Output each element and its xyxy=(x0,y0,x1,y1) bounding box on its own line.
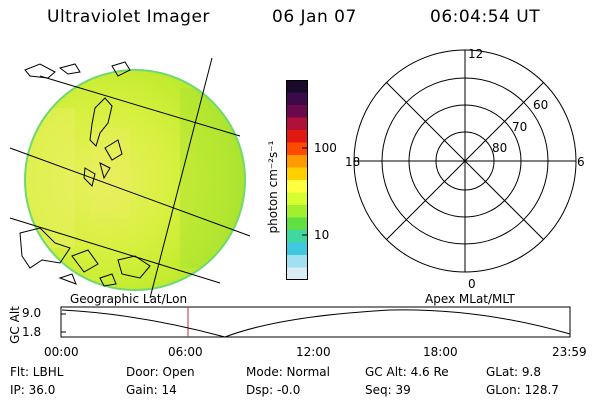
polar-diagonal-b xyxy=(386,82,544,240)
colorbar-tick-10: 10 xyxy=(314,228,330,242)
colorbar-band xyxy=(286,267,308,280)
altitude-curve xyxy=(61,309,571,338)
mlt-label-6: 6 xyxy=(577,155,585,169)
date-label: 06 Jan 07 xyxy=(272,7,357,27)
colorbar-unit-label: photon cm⁻²s⁻¹ xyxy=(266,140,280,234)
time-tick-2359: 23:59 xyxy=(552,345,587,359)
colorbar-band xyxy=(286,142,308,156)
time-label: 06:04:54 UT xyxy=(430,7,541,27)
lat-label-80: 80 xyxy=(492,141,508,155)
colorbar-tick-100: 100 xyxy=(314,141,337,155)
colorbar-band xyxy=(286,80,308,93)
colorbar-band xyxy=(286,217,308,231)
status-glon: GLon: 128.7 xyxy=(486,383,559,397)
colorbar-band xyxy=(286,205,308,218)
colorbar-band xyxy=(286,180,308,193)
altitude-plot[interactable] xyxy=(60,306,580,342)
coastline-overlay xyxy=(19,61,151,287)
latlon-grid xyxy=(9,57,251,299)
status-ip: IP: 36.0 xyxy=(10,383,56,397)
colorbar-band xyxy=(286,155,308,168)
colorbar-band xyxy=(286,242,308,256)
colorbar-band xyxy=(286,230,308,243)
lat-label-60: 60 xyxy=(533,98,549,112)
status-door: Door: Open xyxy=(126,365,195,379)
status-mode: Mode: Normal xyxy=(246,365,330,379)
mlt-label-12: 12 xyxy=(468,47,484,61)
mlt-label-18: 18 xyxy=(345,155,361,169)
colorbar-band xyxy=(286,117,308,131)
status-gc-alt: GC Alt: 4.6 Re xyxy=(365,365,449,379)
time-tick-1800: 18:00 xyxy=(423,345,458,359)
polar-plot[interactable] xyxy=(330,40,600,290)
uv-earth-image[interactable] xyxy=(0,28,260,303)
geo-panel-label: Geographic Lat/Lon xyxy=(70,292,188,306)
status-gain: Gain: 14 xyxy=(126,383,177,397)
limb-ring xyxy=(24,69,246,291)
lat-label-70: 70 xyxy=(512,120,528,134)
app-title: Ultraviolet Imager xyxy=(47,7,210,27)
colorbar-band xyxy=(286,167,308,181)
colorbar-band xyxy=(286,130,308,143)
earth-disk xyxy=(25,70,245,290)
status-dsp: Dsp: -0.0 xyxy=(246,383,301,397)
time-tick-1200: 12:00 xyxy=(296,345,331,359)
altitude-ytick-low: 1.8 xyxy=(22,325,42,339)
colorbar-band xyxy=(286,105,308,118)
status-glat: GLat: 9.8 xyxy=(486,365,541,379)
altitude-ytick-high: 9.0 xyxy=(22,306,42,320)
polar-panel-label: Apex MLat/MLT xyxy=(425,292,515,306)
altitude-frame xyxy=(60,306,571,338)
mlt-label-0: 0 xyxy=(468,277,476,291)
status-seq: Seq: 39 xyxy=(365,383,411,397)
colorbar xyxy=(286,80,308,280)
colorbar-band xyxy=(286,92,308,106)
time-tick-0600: 06:00 xyxy=(168,345,203,359)
status-filter: Flt: LBHL xyxy=(10,365,64,379)
colorbar-band xyxy=(286,192,308,206)
altitude-ylabel: GC Alt xyxy=(7,306,22,344)
time-tick-0000: 00:00 xyxy=(44,345,79,359)
colorbar-band xyxy=(286,255,308,268)
